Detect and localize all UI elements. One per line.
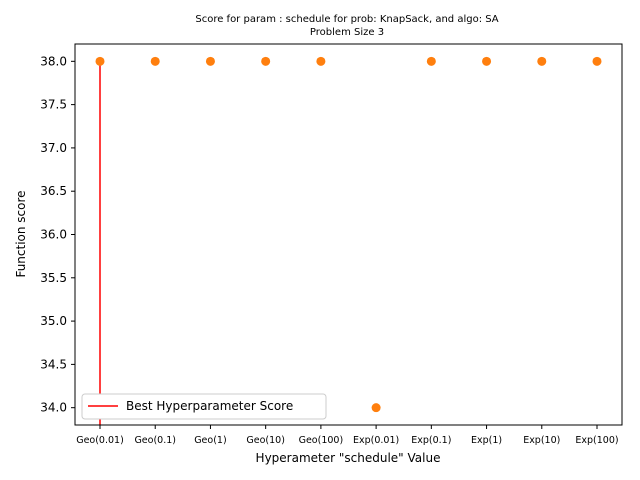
y-tick-label: 35.0 [40, 314, 67, 328]
x-tick-label: Exp(10) [523, 435, 560, 446]
x-tick-label: Exp(0.01) [353, 435, 399, 446]
data-point-exp-1 [482, 56, 492, 66]
data-point-geo-100 [316, 56, 326, 66]
y-tick-label: 34.5 [40, 357, 67, 371]
points-layer [95, 56, 602, 413]
data-point-exp-100 [592, 56, 602, 66]
x-tick-label: Geo(0.01) [76, 435, 124, 446]
data-point-geo-0-1 [150, 56, 160, 66]
plot-area-frame [74, 43, 623, 426]
legend-box [81, 393, 327, 420]
data-point-geo-0-01 [95, 56, 105, 66]
data-point-exp-0-1 [426, 56, 436, 66]
data-point-geo-1 [205, 56, 215, 66]
chart-title: Score for param : schedule for prob: Kna… [195, 14, 498, 25]
y-tick-label: 36.0 [40, 228, 67, 242]
y-tick-label: 34.0 [40, 401, 67, 415]
legend: Best Hyperparameter Score [81, 393, 327, 420]
y-tick-label: 37.0 [40, 141, 67, 155]
x-tick-label: Geo(10) [246, 435, 285, 446]
x-axis-label: Hyperameter "schedule" Value [256, 451, 441, 465]
y-axis-label: Function score [14, 190, 28, 277]
y-axis: 34.0 34.5 35.0 35.5 36.0 36.5 37.0 37.5 38.0 [40, 54, 75, 415]
data-point-geo-10 [261, 56, 271, 66]
x-tick-label: Geo(1) [194, 435, 226, 446]
data-point-exp-0-01 [371, 403, 381, 413]
y-tick-label: 37.5 [40, 98, 67, 112]
x-tick-label: Exp(1) [471, 435, 502, 446]
legend-label-best-score: Best Hyperparameter Score [126, 399, 293, 413]
x-tick-label: Geo(100) [299, 435, 344, 446]
chart-subtitle: Problem Size 3 [310, 27, 384, 38]
y-tick-label: 38.0 [40, 54, 67, 68]
x-tick-label: Exp(100) [575, 435, 618, 446]
x-axis: Geo(0.01) Geo(0.1) Geo(1) Geo(10) Geo(100) Ex… [76, 425, 619, 446]
x-tick-label: Geo(0.1) [134, 435, 176, 446]
x-tick-label: Exp(0.1) [411, 435, 451, 446]
data-point-exp-10 [537, 56, 547, 66]
y-tick-label: 36.5 [40, 184, 67, 198]
y-tick-label: 35.5 [40, 271, 67, 285]
